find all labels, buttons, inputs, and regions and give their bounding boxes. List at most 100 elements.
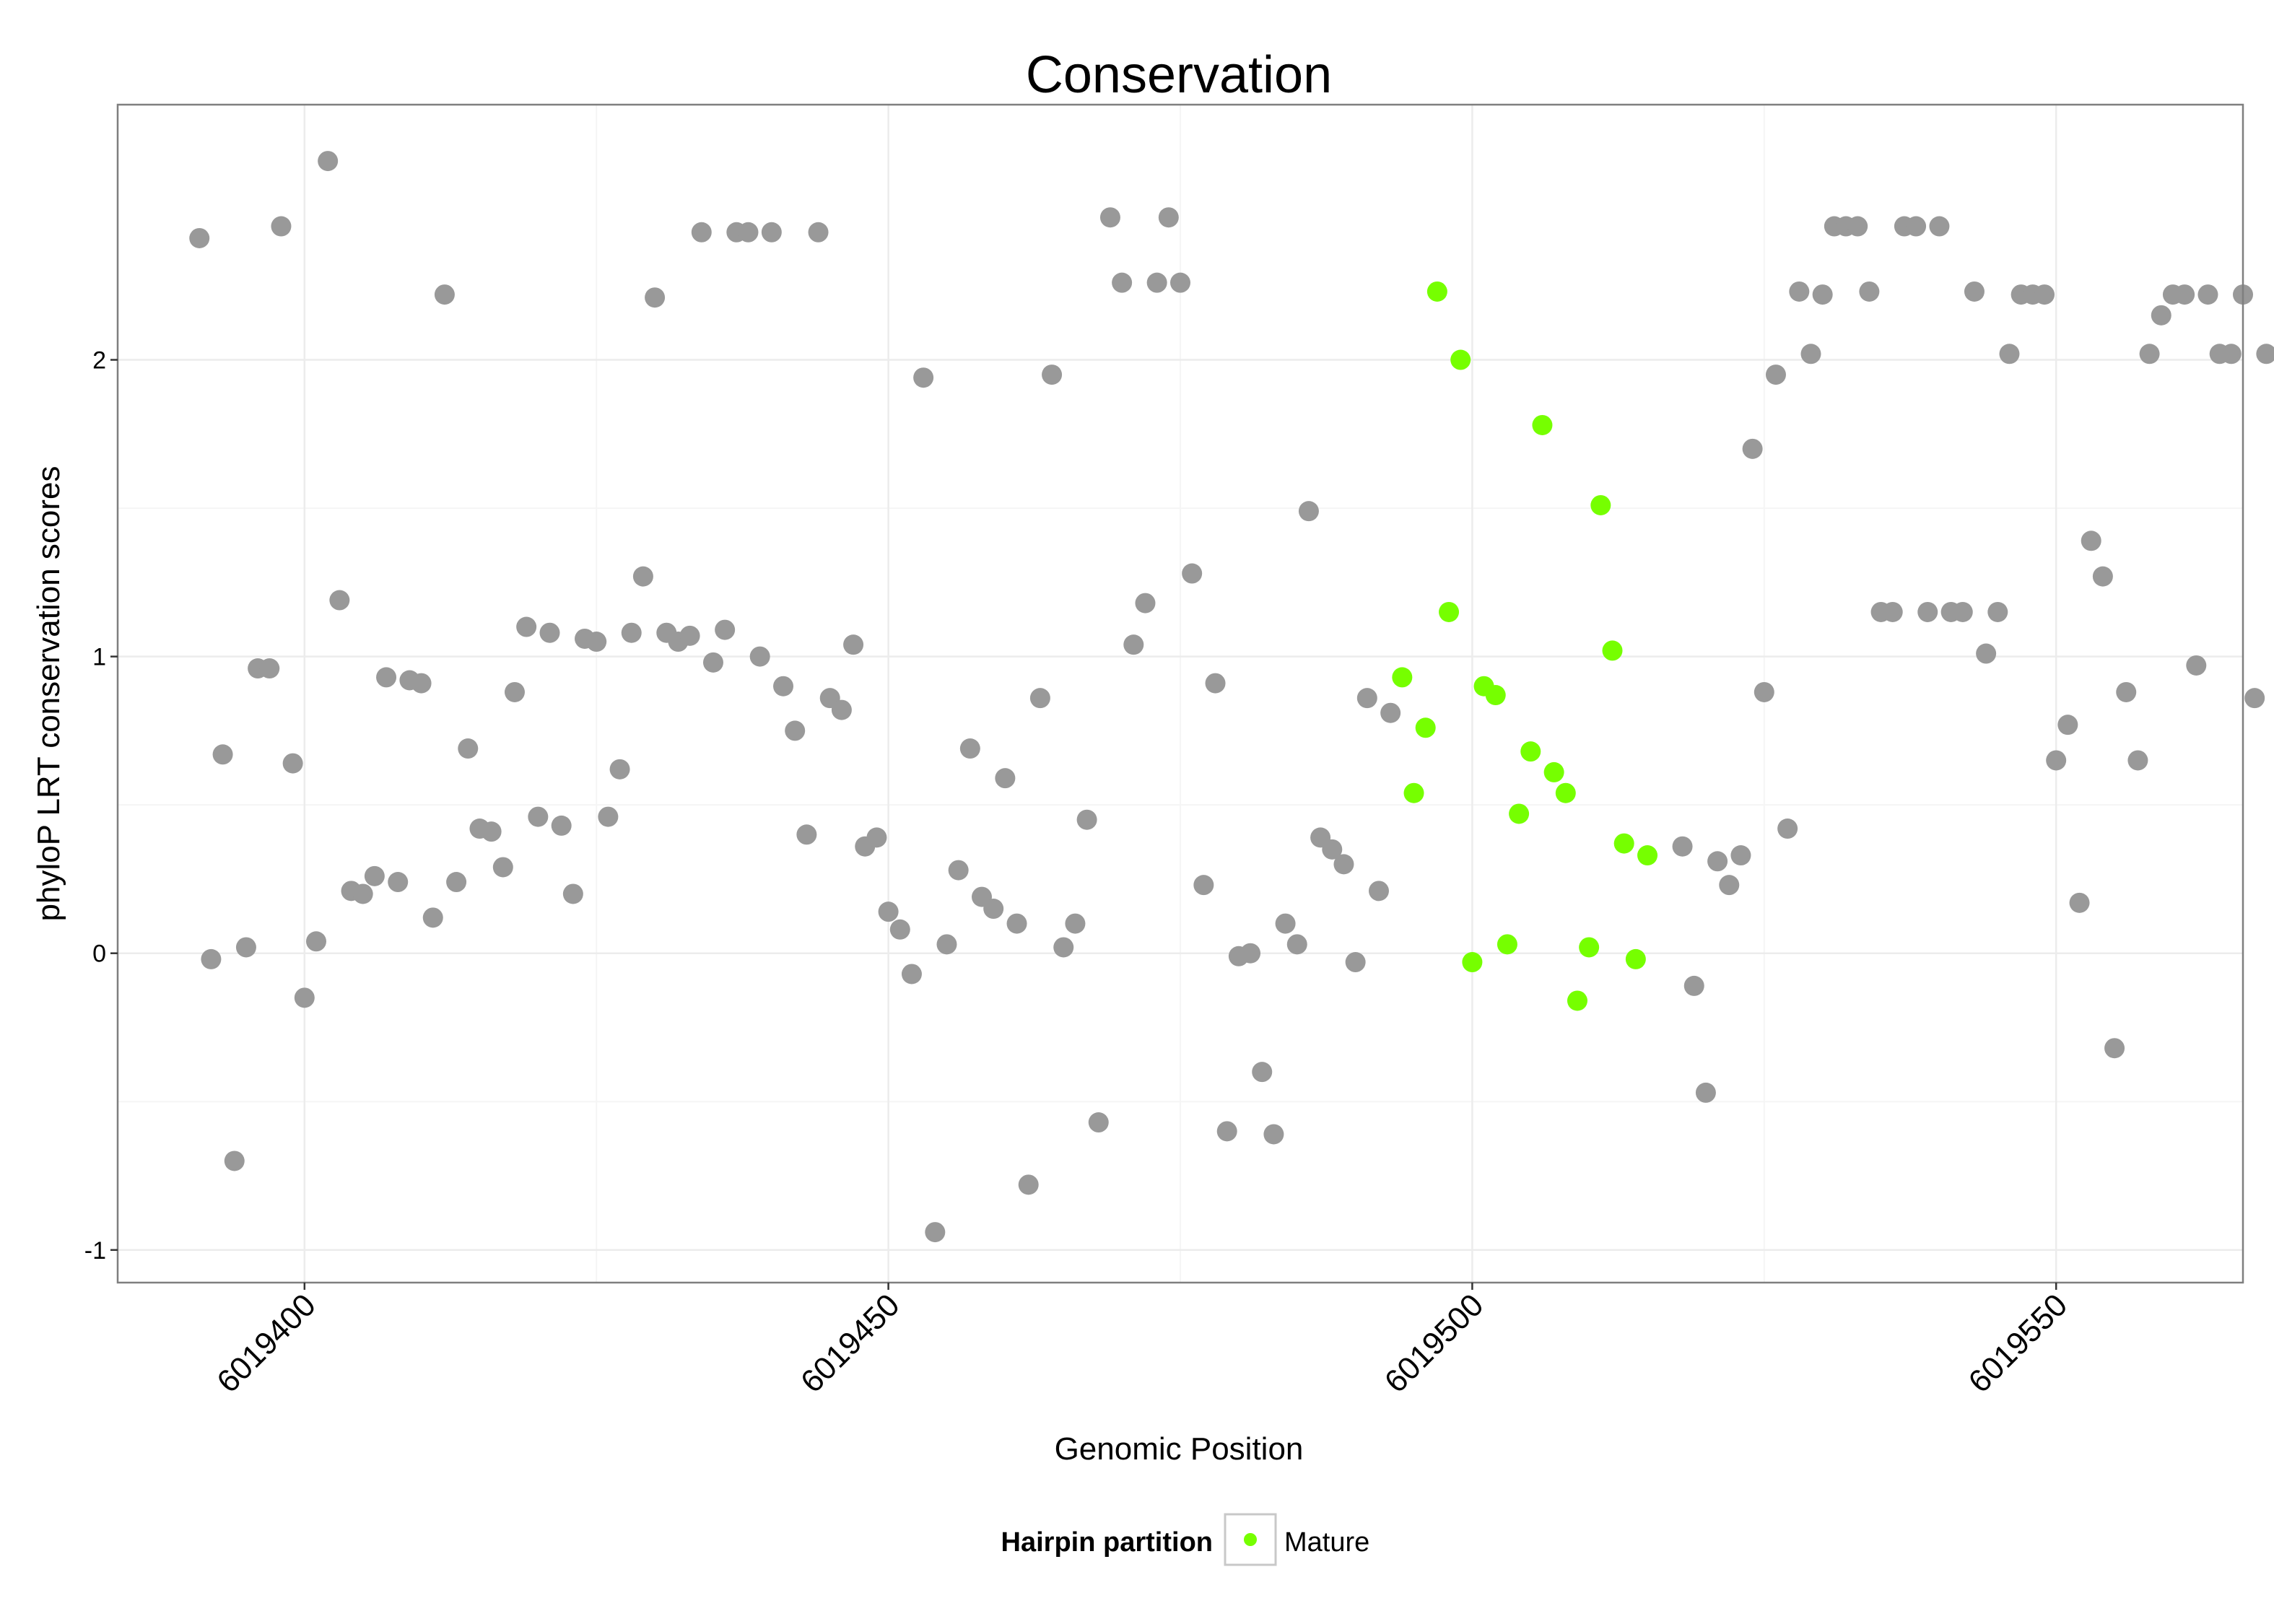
data-point	[831, 699, 852, 720]
y-tick-label: 0	[92, 940, 106, 968]
data-point	[702, 652, 723, 673]
data-point	[1368, 881, 1389, 902]
data-point	[1906, 216, 1927, 237]
data-point	[1286, 934, 1307, 955]
data-point-mature	[1602, 640, 1623, 661]
data-point	[1345, 952, 1366, 973]
data-point	[259, 658, 280, 679]
data-point	[586, 632, 607, 652]
y-tick-label: 2	[92, 347, 106, 375]
data-point	[1088, 1112, 1109, 1133]
data-point	[1065, 913, 1086, 934]
data-point	[785, 720, 806, 741]
data-point	[271, 216, 292, 237]
data-point	[294, 987, 315, 1008]
data-point	[1999, 344, 2020, 364]
data-point	[621, 622, 642, 643]
data-point	[2151, 305, 2171, 326]
data-point	[1765, 364, 1786, 385]
data-point	[1135, 593, 1156, 614]
data-point	[1754, 681, 1774, 702]
data-point	[434, 284, 455, 305]
data-point	[458, 738, 479, 759]
data-point	[2034, 284, 2055, 305]
data-point	[329, 590, 350, 611]
data-point	[1707, 851, 1728, 872]
data-point-mature	[1520, 741, 1541, 762]
data-point	[1964, 281, 1985, 302]
data-point	[446, 872, 467, 893]
data-point-mature	[1450, 349, 1471, 370]
data-point	[866, 827, 887, 848]
data-point-mature	[1392, 667, 1413, 688]
data-point	[1380, 702, 1401, 723]
data-point	[1322, 839, 1343, 860]
data-point	[1952, 601, 1973, 622]
data-point	[715, 619, 736, 640]
data-point	[1672, 836, 1693, 857]
data-point	[1333, 854, 1354, 875]
data-point	[528, 806, 549, 827]
data-point	[1112, 272, 1133, 293]
data-point	[2139, 344, 2160, 364]
data-point	[959, 738, 980, 759]
x-axis-title: Genomic Position	[1055, 1431, 1304, 1467]
data-point	[1006, 913, 1027, 934]
data-point	[2256, 344, 2274, 364]
data-point	[1170, 272, 1190, 293]
data-point	[539, 622, 560, 643]
data-point	[318, 151, 339, 172]
data-point	[1042, 364, 1063, 385]
data-point-mature	[1439, 601, 1460, 622]
data-point	[913, 367, 934, 388]
data-point	[936, 934, 957, 955]
data-point	[948, 860, 969, 881]
data-point	[609, 759, 630, 780]
data-point	[808, 222, 829, 243]
data-point	[1859, 281, 1880, 302]
data-point	[796, 824, 817, 845]
data-point-mature	[1590, 494, 1611, 515]
data-point	[2104, 1038, 2125, 1059]
data-point	[632, 566, 653, 587]
data-point	[352, 883, 373, 904]
data-point	[1252, 1062, 1273, 1083]
data-point	[995, 768, 1016, 789]
data-point	[1683, 975, 1704, 996]
legend-label-mature: Mature	[1284, 1527, 1369, 1558]
data-point-mature	[1532, 414, 1553, 435]
data-point	[1695, 1082, 1716, 1103]
data-point	[492, 857, 513, 878]
data-point	[481, 821, 502, 842]
data-point	[1053, 937, 1074, 958]
data-point	[889, 919, 910, 940]
data-point	[1158, 207, 1179, 228]
x-axis: 6019400 6019450 6019500 6019550	[210, 1283, 2074, 1400]
data-points	[189, 151, 2274, 1243]
plot-panel-border	[116, 103, 2244, 1284]
data-point	[878, 902, 899, 922]
x-tick-label: 6019550	[1961, 1287, 2074, 1400]
data-point	[983, 899, 1004, 920]
data-point	[235, 937, 256, 958]
data-point	[1789, 281, 1810, 302]
data-point	[1275, 913, 1296, 934]
data-point	[376, 667, 397, 688]
data-point	[504, 681, 525, 702]
data-point-mature	[1462, 952, 1483, 973]
data-point-mature	[1497, 934, 1517, 955]
data-point	[1182, 563, 1203, 584]
data-point	[551, 815, 572, 836]
data-point-mature	[1403, 782, 1424, 803]
data-point	[1018, 1174, 1039, 1195]
y-tick-label: 1	[92, 644, 106, 671]
data-point-mature	[1555, 782, 1576, 803]
data-point	[1987, 601, 2008, 622]
x-tick-label: 6019400	[210, 1287, 323, 1400]
data-point-mature	[1579, 937, 1600, 958]
data-point	[1123, 634, 1144, 655]
data-point-mature	[1509, 803, 1530, 824]
legend-key-mature	[1244, 1533, 1257, 1546]
data-point	[422, 907, 443, 928]
x-tick-label: 6019500	[1378, 1287, 1491, 1400]
